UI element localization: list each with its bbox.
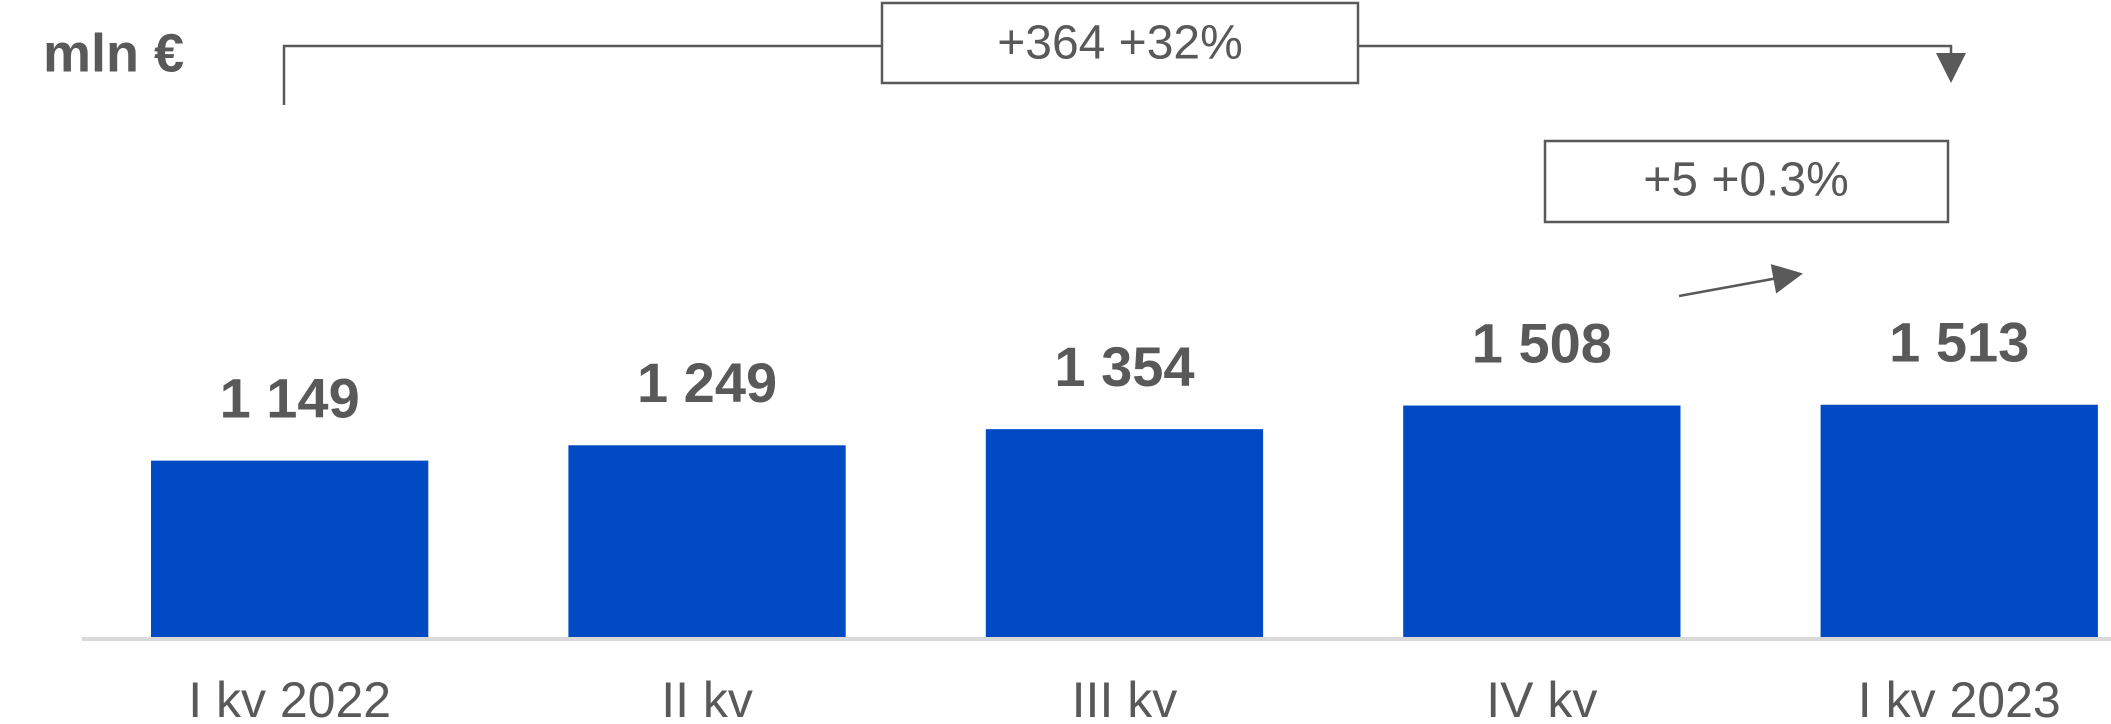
trend-arrow <box>1678 264 1803 298</box>
x-tick-label: I kv 2022 <box>188 672 391 724</box>
value-label: 1 513 <box>1889 311 2029 374</box>
bracket-arrow <box>1358 44 1966 83</box>
x-tick-label: III kv <box>1072 672 1178 724</box>
bracket-line <box>282 44 882 105</box>
x-tick-label: I kv 2023 <box>1858 672 2061 724</box>
annotation-box <box>1543 139 1950 224</box>
x-tick-label: II kv <box>661 672 753 724</box>
value-label: 1 354 <box>1054 335 1194 398</box>
annotation: +364 +32% <box>997 17 1243 70</box>
value-label: 1 508 <box>1472 311 1612 374</box>
bar <box>568 445 846 637</box>
value-label: 1 149 <box>220 366 360 429</box>
bar <box>151 460 429 637</box>
bar <box>1820 404 2098 637</box>
bar <box>1403 405 1681 637</box>
value-label: 1 249 <box>637 351 777 414</box>
unit-label: mln € <box>43 23 184 83</box>
annotation: +5 +0.3% <box>1643 154 1849 207</box>
x-tick-label: IV kv <box>1486 672 1597 724</box>
bar <box>985 429 1264 637</box>
annotation-box <box>880 1 1360 85</box>
